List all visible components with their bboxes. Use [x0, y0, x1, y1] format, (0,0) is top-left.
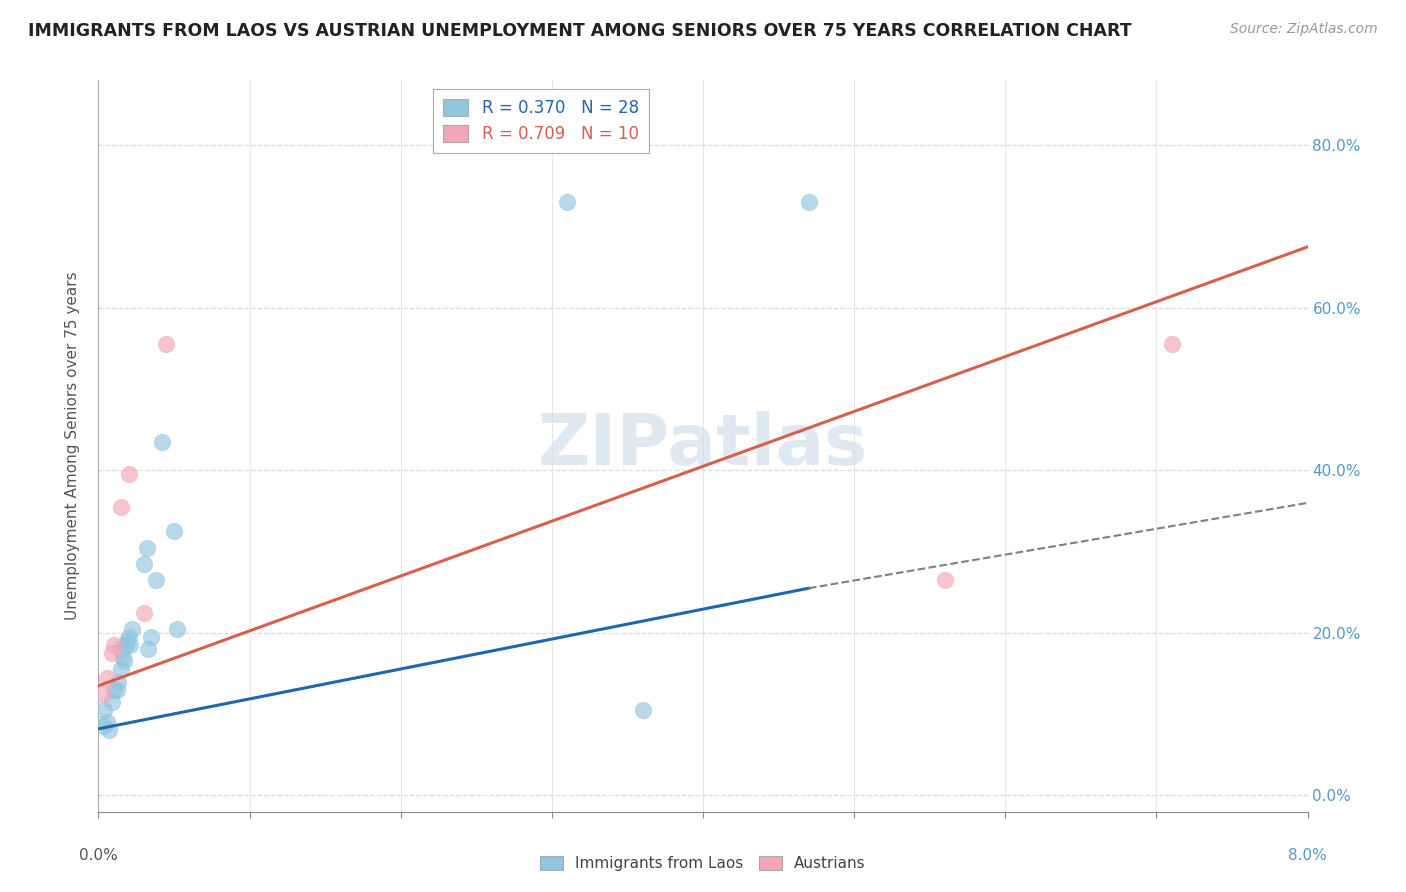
Point [114, 638, 136, 652]
Point [145, 573, 167, 587]
Point [96, 671, 118, 685]
Point [797, 195, 820, 210]
Point [103, 638, 125, 652]
Point [121, 622, 143, 636]
Point [115, 634, 138, 648]
Point [136, 642, 159, 657]
Point [91, 687, 114, 701]
Point [934, 573, 956, 587]
Point [631, 703, 654, 717]
Point [135, 541, 157, 555]
Point [93, 719, 115, 733]
Point [110, 500, 132, 514]
Point [1160, 337, 1182, 351]
Text: ZIPatlas: ZIPatlas [538, 411, 868, 481]
Point [103, 682, 125, 697]
Point [111, 650, 134, 665]
Point [93, 703, 115, 717]
Point [101, 695, 124, 709]
Point [132, 557, 155, 571]
Point [555, 195, 578, 210]
Point [120, 638, 142, 652]
Text: 8.0%: 8.0% [1288, 848, 1327, 863]
Point [163, 524, 186, 539]
Text: 0.0%: 0.0% [79, 848, 118, 863]
Point [118, 630, 141, 644]
Point [105, 682, 128, 697]
Point [101, 646, 124, 660]
Text: IMMIGRANTS FROM LAOS VS AUSTRIAN UNEMPLOYMENT AMONG SENIORS OVER 75 YEARS CORREL: IMMIGRANTS FROM LAOS VS AUSTRIAN UNEMPLO… [28, 22, 1132, 40]
Point [132, 606, 155, 620]
Point [155, 337, 177, 351]
Point [110, 663, 132, 677]
Point [108, 642, 131, 657]
Point [96, 715, 118, 730]
Point [166, 622, 188, 636]
Point [150, 434, 173, 449]
Text: Source: ZipAtlas.com: Source: ZipAtlas.com [1230, 22, 1378, 37]
Point [141, 630, 163, 644]
Y-axis label: Unemployment Among Seniors over 75 years: Unemployment Among Seniors over 75 years [65, 272, 80, 620]
Point [98, 723, 121, 738]
Legend: Immigrants from Laos, Austrians: Immigrants from Laos, Austrians [534, 849, 872, 877]
Point [112, 654, 135, 668]
Point [118, 467, 141, 482]
Point [107, 674, 129, 689]
